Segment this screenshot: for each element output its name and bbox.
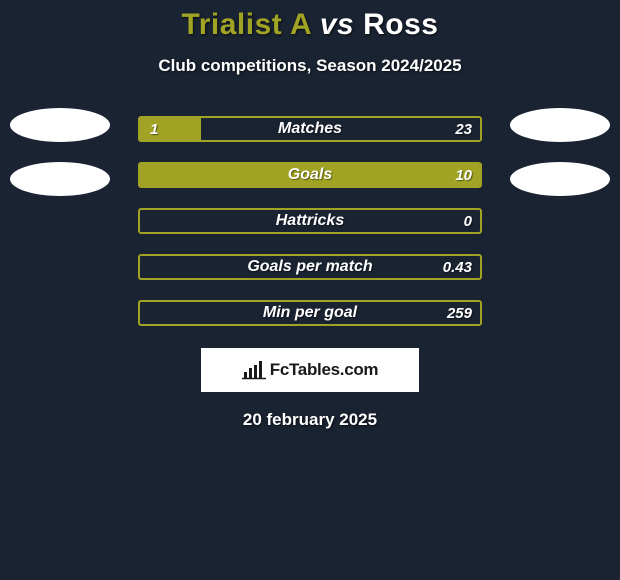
team-a-name: Trialist A — [182, 8, 311, 41]
team-badge-placeholder — [10, 162, 110, 196]
stat-label: Goals — [140, 166, 480, 184]
stat-value-right: 0.43 — [443, 259, 472, 276]
badges-left — [10, 108, 110, 196]
badges-right — [510, 108, 610, 196]
team-badge-placeholder — [510, 108, 610, 142]
stat-label: Hattricks — [140, 212, 480, 230]
stats-area: 1Matches23 Goals10 Hattricks0 Goals per mat… — [0, 116, 620, 326]
team-badge-placeholder — [10, 108, 110, 142]
stat-bar: Hattricks0 — [138, 208, 482, 234]
stats-bars: 1Matches23 Goals10 Hattricks0 Goals per mat… — [138, 116, 482, 326]
stat-value-right: 23 — [455, 121, 472, 138]
bar-chart-icon — [242, 360, 266, 380]
stat-bar: Goals10 — [138, 162, 482, 188]
stat-label: Min per goal — [140, 304, 480, 322]
team-badge-placeholder — [510, 162, 610, 196]
vs-text: vs — [320, 8, 354, 41]
date-text: 20 february 2025 — [0, 410, 620, 430]
stat-bar: Min per goal259 — [138, 300, 482, 326]
stat-bar: Goals per match0.43 — [138, 254, 482, 280]
brand-text: FcTables.com — [270, 360, 379, 380]
stat-label: Matches — [140, 120, 480, 138]
subtitle: Club competitions, Season 2024/2025 — [0, 56, 620, 76]
brand-logo: FcTables.com — [201, 348, 419, 392]
team-b-name: Ross — [363, 8, 438, 41]
main-container: Trialist A vs Ross Club competitions, Se… — [0, 0, 620, 430]
page-title: Trialist A vs Ross — [0, 8, 620, 42]
stat-bar: 1Matches23 — [138, 116, 482, 142]
stat-value-right: 0 — [464, 213, 472, 230]
stat-label: Goals per match — [140, 258, 480, 276]
stat-value-right: 259 — [447, 305, 472, 322]
stat-value-right: 10 — [455, 167, 472, 184]
